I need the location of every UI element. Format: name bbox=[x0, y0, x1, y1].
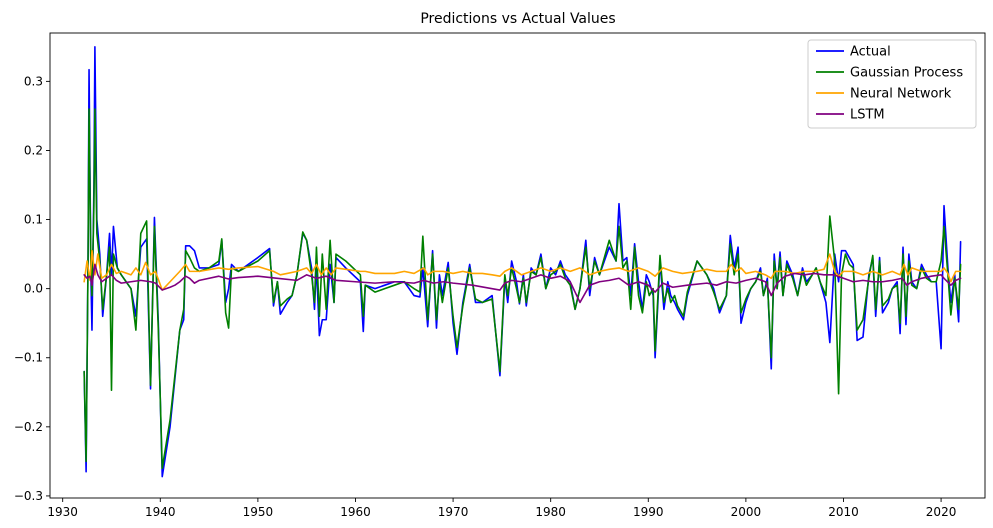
y-tick-label: −0.3 bbox=[14, 489, 43, 503]
series-line-3 bbox=[83, 263, 962, 304]
x-tick-label: 1960 bbox=[340, 505, 371, 519]
y-tick-label: −0.2 bbox=[14, 420, 43, 434]
plot-frame bbox=[49, 32, 986, 499]
x-axis: 1930 1940 1950 1960 1970 1980 1990 2000 2010 2020 bbox=[47, 498, 956, 519]
x-tick-label: 1990 bbox=[633, 505, 664, 519]
series-layer bbox=[83, 46, 962, 478]
legend-label-3: LSTM bbox=[850, 108, 885, 123]
y-tick-label: 0.0 bbox=[24, 282, 43, 296]
chart-title: Predictions vs Actual Values bbox=[420, 11, 615, 27]
legend-label-0: Actual bbox=[850, 45, 891, 60]
legend-label-1: Gaussian Process bbox=[850, 66, 963, 81]
y-axis: −0.3 −0.2 −0.1 0.0 0.1 0.2 0.3 bbox=[14, 74, 50, 503]
x-tick-label: 2020 bbox=[926, 505, 957, 519]
legend-box bbox=[807, 39, 977, 129]
series-line-0 bbox=[83, 46, 962, 478]
series-line-1 bbox=[83, 108, 962, 470]
y-tick-label: 0.1 bbox=[24, 213, 43, 227]
x-tick-label: 1940 bbox=[145, 505, 176, 519]
legend: Actual Gaussian Process Neural Network LSTM bbox=[807, 39, 977, 129]
x-tick-label: 1930 bbox=[47, 505, 78, 519]
x-tick-label: 2010 bbox=[828, 505, 859, 519]
y-tick-label: 0.3 bbox=[24, 74, 43, 88]
x-tick-label: 2000 bbox=[731, 505, 762, 519]
x-tick-label: 1950 bbox=[243, 505, 274, 519]
legend-label-2: Neural Network bbox=[850, 87, 952, 102]
x-tick-label: 1980 bbox=[535, 505, 566, 519]
y-tick-label: 0.2 bbox=[24, 143, 43, 157]
x-tick-label: 1970 bbox=[438, 505, 469, 519]
series-line-2 bbox=[83, 249, 962, 291]
y-tick-label: −0.1 bbox=[14, 351, 43, 365]
